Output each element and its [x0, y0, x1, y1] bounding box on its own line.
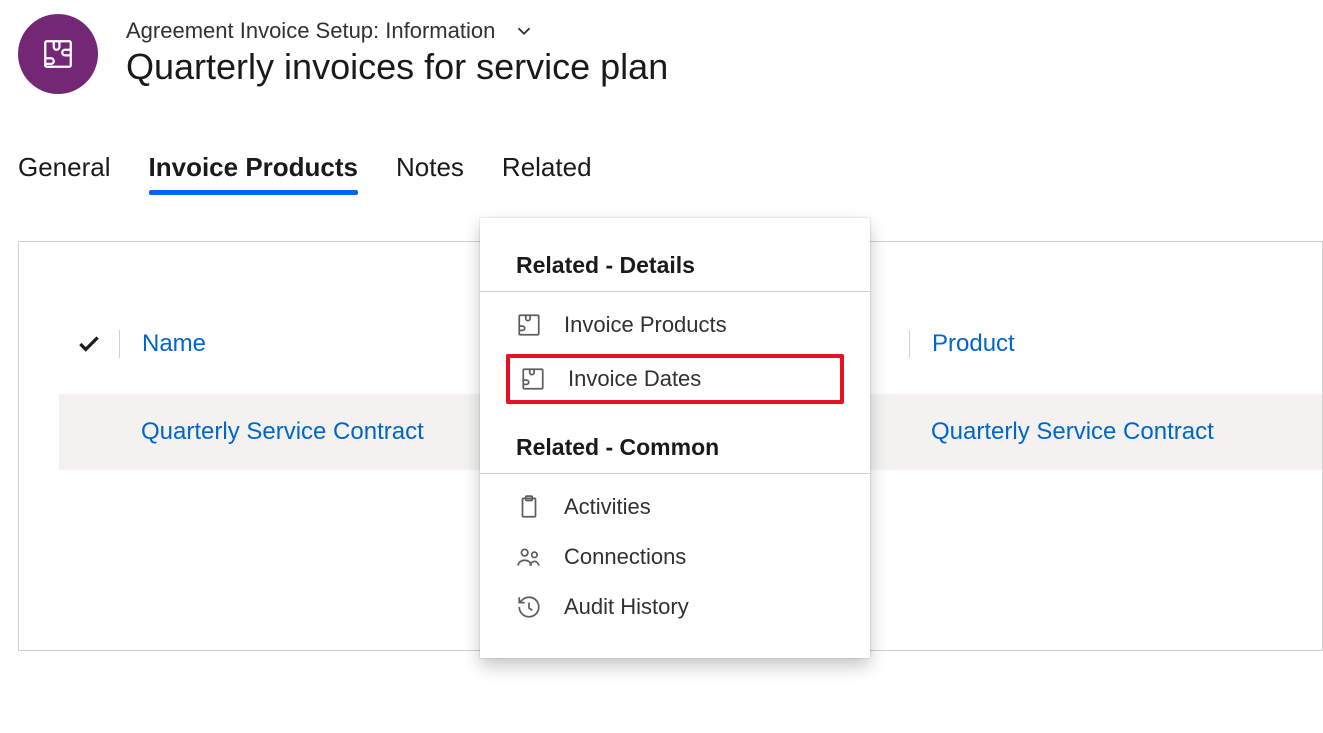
dropdown-item-connections[interactable]: Connections: [480, 532, 870, 582]
tab-bar: General Invoice Products Notes Related: [0, 94, 1323, 193]
dropdown-item-label: Audit History: [564, 594, 689, 620]
tab-related[interactable]: Related: [502, 152, 592, 193]
dropdown-item-label: Activities: [564, 494, 651, 520]
cell-product[interactable]: Quarterly Service Contract: [909, 418, 1322, 446]
related-dropdown: Related - Details Invoice Products Invoi…: [480, 218, 870, 658]
page-header: Agreement Invoice Setup: Information Qua…: [0, 0, 1323, 94]
tab-general[interactable]: General: [18, 152, 111, 193]
dropdown-section-details: Related - Details: [480, 252, 870, 292]
breadcrumb-label: Agreement Invoice Setup: Information: [126, 18, 495, 44]
breadcrumb[interactable]: Agreement Invoice Setup: Information: [126, 14, 668, 44]
dropdown-item-invoice-products[interactable]: Invoice Products: [480, 300, 870, 350]
history-icon: [516, 594, 542, 620]
page-title: Quarterly invoices for service plan: [126, 46, 668, 88]
dropdown-item-label: Connections: [564, 544, 686, 570]
select-all-checkbox[interactable]: [59, 331, 119, 357]
clipboard-icon: [516, 494, 542, 520]
puzzle-icon: [520, 366, 546, 392]
tab-invoice-products[interactable]: Invoice Products: [149, 152, 359, 193]
dropdown-item-invoice-dates[interactable]: Invoice Dates: [506, 354, 844, 404]
entity-icon: [18, 14, 98, 94]
chevron-down-icon: [513, 20, 535, 42]
people-icon: [516, 544, 542, 570]
dropdown-item-audit-history[interactable]: Audit History: [480, 582, 870, 632]
column-header-product[interactable]: Product: [909, 330, 1322, 358]
dropdown-item-activities[interactable]: Activities: [480, 482, 870, 532]
tab-notes[interactable]: Notes: [396, 152, 464, 193]
dropdown-item-label: Invoice Dates: [568, 366, 701, 392]
dropdown-item-label: Invoice Products: [564, 312, 727, 338]
dropdown-section-common: Related - Common: [480, 434, 870, 474]
puzzle-icon: [516, 312, 542, 338]
